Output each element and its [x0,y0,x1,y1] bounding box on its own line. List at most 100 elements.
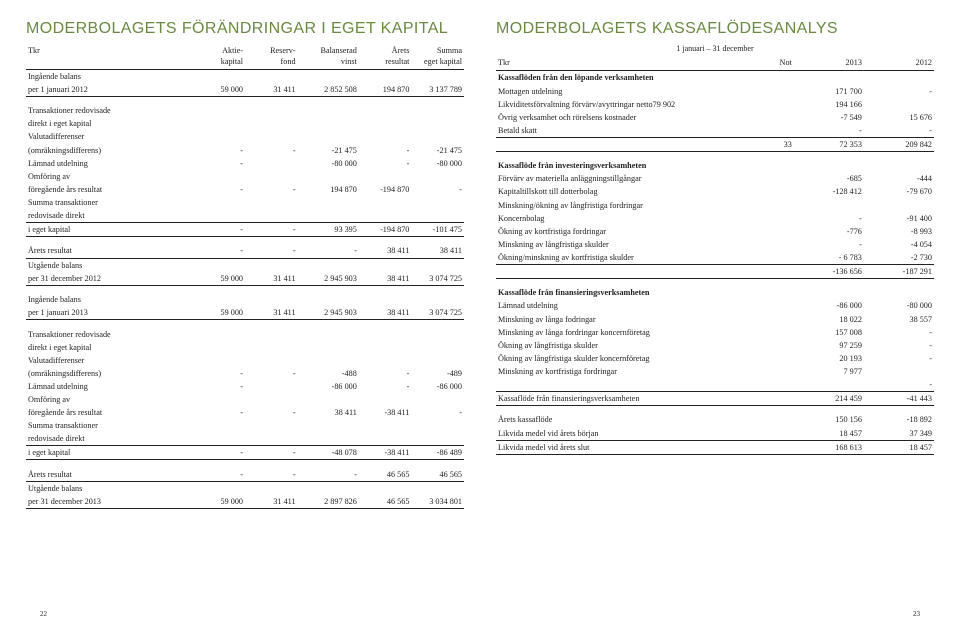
row-value: - [245,144,298,157]
row-value [192,481,245,495]
row-value [298,209,359,223]
row-value: 72 353 [794,137,864,151]
row-value [359,209,412,223]
col-arets: Åretsresultat [359,44,412,70]
row-value: - [192,380,245,393]
table-row [496,405,934,413]
row-value [245,419,298,432]
row-label: Kassaflöden från den löpande verksamhete… [496,71,750,85]
row-value: 2 945 903 [298,272,359,286]
table-row: direkt i eget kapital [26,117,464,130]
row-value: - [298,244,359,258]
row-label: föregående års resultat [26,183,192,196]
row-value: 31 411 [245,272,298,286]
row-label: Koncernbolag [496,212,750,225]
row-value: 194 870 [359,83,412,97]
row-value: -776 [794,225,864,238]
table-row: i eget kapital---48 078-38 411-86 489 [26,446,464,460]
row-value: 2 852 508 [298,83,359,97]
row-value [192,432,245,446]
row-value [411,130,464,143]
row-value [192,293,245,306]
row-value: -80 000 [298,157,359,170]
table-row: Minskning av långfristiga skulder--4 054 [496,238,934,251]
row-value [192,69,245,83]
row-value: - [864,326,934,339]
table-row: Ingående balans [26,69,464,83]
row-value: - [359,380,412,393]
row-value [750,238,794,251]
row-label: föregående års resultat [26,406,192,419]
row-label [496,137,750,151]
row-value [359,328,412,341]
row-value [192,130,245,143]
page-number-left: 22 [40,610,47,619]
row-value: - [192,183,245,196]
row-value [750,111,794,124]
row-value [245,393,298,406]
table-row: Minskning av långa fodringar18 02238 557 [496,313,934,326]
row-label: Likvida medel vid årets början [496,427,750,441]
row-value [359,354,412,367]
row-value: - [359,144,412,157]
table-row: per 1 januari 201359 00031 4112 945 9033… [26,306,464,320]
row-value: -187 291 [864,264,934,278]
row-value: 209 842 [864,137,934,151]
row-value [245,380,298,393]
row-value [750,199,794,212]
col2-2013: 2013 [794,56,864,71]
row-value: -38 411 [359,446,412,460]
row-value [750,85,794,98]
row-value [411,69,464,83]
row-value [298,104,359,117]
row-value [359,170,412,183]
row-label: Årets resultat [26,244,192,258]
row-label: Ingående balans [26,69,192,83]
table-row: Mottagen utdelning171 700- [496,85,934,98]
table-row: Minskning/ökning av långfristiga fordrin… [496,199,934,212]
row-value: - [411,183,464,196]
row-value [298,432,359,446]
row-label: (omräkningsdifferens) [26,144,192,157]
row-label: Minskning av långfristiga skulder [496,238,750,251]
row-value: 38 411 [411,244,464,258]
row-label: Övrig verksamhet och rörelsens kostnader [496,111,750,124]
row-label: Likvida medel vid årets slut [496,440,750,454]
row-value: - [245,406,298,419]
row-value: -136 656 [794,264,864,278]
row-label: Utgående balans [26,481,192,495]
row-value: 194 870 [298,183,359,196]
row-value: 38 557 [864,313,934,326]
row-label: per 31 december 2013 [26,495,192,509]
table-row [26,96,464,104]
table-row: Ökning av långfristiga skulder koncernfö… [496,352,934,365]
row-value: 33 [750,137,794,151]
row-value [411,432,464,446]
row-value: -489 [411,367,464,380]
row-value: 46 565 [411,468,464,482]
table-row: föregående års resultat--38 411-38 411- [26,406,464,419]
row-value: -48 078 [298,446,359,460]
row-value: 214 459 [794,391,864,405]
row-value: -128 412 [794,185,864,198]
col-aktie: Aktie-kapital [192,44,245,70]
row-value [750,264,794,278]
row-value: - [192,446,245,460]
row-value [411,481,464,495]
row-value [411,393,464,406]
row-label: Ökning av långfristiga skulder koncernfö… [496,352,750,365]
row-value [411,117,464,130]
table-row: Ökning/minskning av kortfristiga skulder… [496,251,934,265]
row-value: 157 008 [794,326,864,339]
row-value [298,354,359,367]
row-value: 3 074 725 [411,306,464,320]
row-label: per 1 januari 2013 [26,306,192,320]
equity-table: Tkr Aktie-kapital Reserv-fond Balanserad… [26,44,464,510]
row-value [750,159,794,172]
row-value [298,328,359,341]
table-row: Minskning av långa fordringar koncernför… [496,326,934,339]
row-value: - [192,157,245,170]
row-value [411,419,464,432]
row-value: 194 166 [794,98,864,111]
row-value: -86 000 [298,380,359,393]
